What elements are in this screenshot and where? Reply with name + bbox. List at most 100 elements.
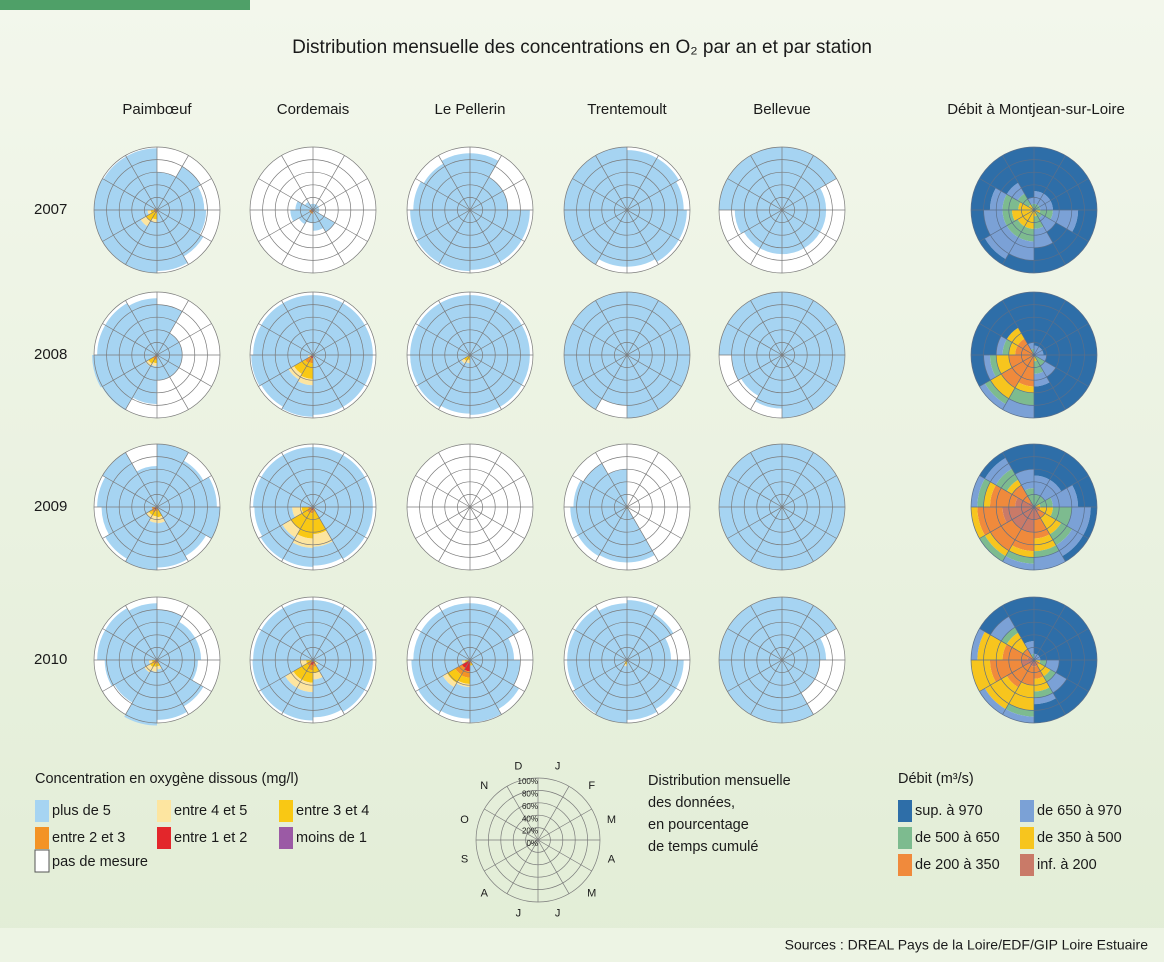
grid-spoke xyxy=(469,659,502,715)
wedge xyxy=(92,355,156,388)
grid-spoke xyxy=(484,839,539,872)
wedge xyxy=(573,480,627,507)
wedge xyxy=(157,342,183,355)
legend-label: entre 2 et 3 xyxy=(52,830,125,846)
wedge xyxy=(782,605,837,660)
wedge xyxy=(1015,382,1034,393)
grid-spoke xyxy=(156,506,212,539)
wedge xyxy=(601,355,627,406)
wedge xyxy=(126,148,157,210)
legend-label: entre 3 et 4 xyxy=(296,803,369,819)
grid-spoke xyxy=(781,178,837,211)
wedge xyxy=(307,507,312,510)
grid-spoke xyxy=(626,209,682,242)
grid-spoke xyxy=(727,209,783,242)
wedge xyxy=(1039,210,1053,220)
wedge xyxy=(101,507,153,535)
legend-swatch xyxy=(279,800,293,822)
grid-spoke xyxy=(125,506,158,562)
month-label: O xyxy=(460,814,469,826)
wedge xyxy=(1002,339,1013,355)
grid-spoke xyxy=(626,659,659,715)
wedge xyxy=(157,521,188,568)
grid-spoke xyxy=(156,506,189,562)
grid-spoke xyxy=(1033,323,1089,356)
wedge xyxy=(154,356,157,361)
wedge xyxy=(990,519,1022,551)
wedge xyxy=(464,660,469,663)
wedge xyxy=(727,155,782,210)
wedge xyxy=(782,660,820,679)
grid-spoke xyxy=(750,506,783,562)
grid-spoke xyxy=(1033,605,1066,661)
wedge xyxy=(755,355,782,409)
grid-spoke xyxy=(595,506,628,562)
wedge xyxy=(313,477,373,507)
wedge xyxy=(261,303,313,355)
wedge xyxy=(313,541,343,566)
wedge xyxy=(572,300,627,355)
wedge xyxy=(623,660,627,664)
grid-spoke xyxy=(312,155,345,211)
grid-spoke xyxy=(312,209,345,265)
grid-spoke xyxy=(312,178,368,211)
wedge xyxy=(470,191,508,210)
scale-tick-label: 80% xyxy=(522,790,538,799)
wedge xyxy=(1027,197,1034,205)
grid-spoke xyxy=(727,475,783,508)
grid-spoke xyxy=(438,605,471,661)
grid-spoke xyxy=(626,659,682,692)
wedge xyxy=(307,664,313,671)
grid-spoke xyxy=(469,178,525,211)
wedge xyxy=(782,475,845,507)
wedge xyxy=(94,178,155,210)
wedge xyxy=(782,444,814,507)
wedge xyxy=(128,603,157,660)
grid-spoke xyxy=(727,659,783,692)
wedge xyxy=(782,300,837,355)
wedge xyxy=(316,663,365,712)
wedge xyxy=(782,660,815,693)
grid-spoke xyxy=(1033,209,1089,242)
wedge xyxy=(313,447,343,507)
legend-swatch xyxy=(898,827,912,849)
grid-spoke xyxy=(626,628,682,661)
grid-spoke xyxy=(781,659,814,715)
wedge xyxy=(307,355,312,358)
grid-spoke xyxy=(781,506,814,562)
wedge xyxy=(1027,342,1034,350)
wedge xyxy=(564,210,627,242)
wedge xyxy=(1042,323,1097,355)
wedge xyxy=(261,455,313,507)
grid-spoke xyxy=(312,628,368,661)
wedge xyxy=(146,211,156,221)
wedge xyxy=(583,463,627,507)
wedge xyxy=(979,155,1019,195)
wedge xyxy=(151,666,157,672)
grid-spoke xyxy=(415,354,471,387)
wedge xyxy=(782,597,814,660)
wedge xyxy=(152,212,157,220)
wedge xyxy=(464,661,470,672)
grid-spoke xyxy=(979,178,1035,211)
scale-caption: en pourcentage xyxy=(648,817,749,833)
wedge xyxy=(157,186,205,210)
wedge xyxy=(1011,528,1034,552)
grid-spoke xyxy=(281,452,314,508)
wedge xyxy=(570,507,627,536)
grid-spoke xyxy=(781,354,814,410)
wedge xyxy=(148,510,154,516)
grid-spoke xyxy=(312,605,345,661)
wedge xyxy=(304,356,312,364)
wedge xyxy=(782,355,814,418)
wedge xyxy=(1006,327,1025,346)
wedge xyxy=(1034,204,1040,210)
month-label: N xyxy=(480,780,488,792)
legend-label: de 200 à 350 xyxy=(915,857,1000,873)
wedge xyxy=(293,663,310,680)
wedge xyxy=(470,210,522,262)
wedge xyxy=(146,511,153,518)
wedge xyxy=(1002,556,1034,570)
wedge xyxy=(627,660,684,689)
grid-spoke xyxy=(438,452,471,508)
